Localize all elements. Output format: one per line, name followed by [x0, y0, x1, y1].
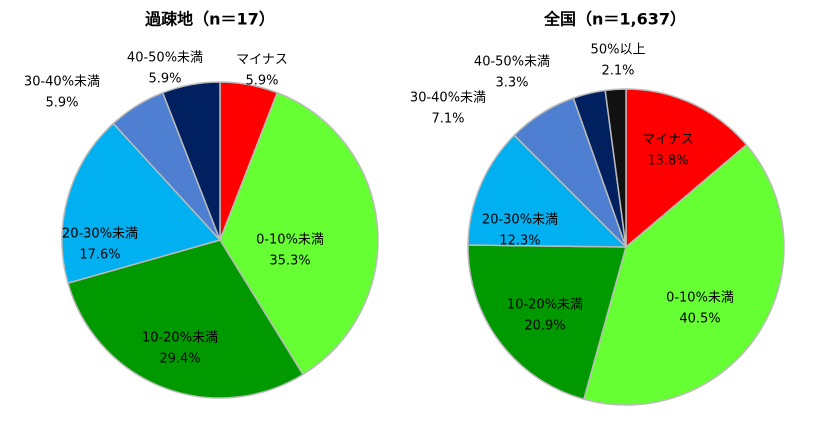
- slice-label: 0-10%未満: [666, 291, 734, 306]
- slice-label: マイナス: [236, 53, 288, 68]
- slice-value: 35.3%: [269, 254, 310, 269]
- slice-label: 20-30%未満: [62, 227, 138, 242]
- chart-title: 全国（n＝1,637）: [543, 10, 686, 29]
- slice-value: 17.6%: [79, 248, 120, 263]
- slice-value: 3.3%: [495, 76, 528, 91]
- slice-label: 10-20%未満: [507, 298, 583, 313]
- pie-slice: [61, 122, 222, 285]
- chart-title: 過疎地（n＝17）: [144, 10, 275, 29]
- slice-label: 50%以上: [591, 43, 646, 58]
- slice-label: 30-40%未満: [410, 91, 486, 106]
- slice-label: マイナス: [642, 133, 694, 148]
- slice-value: 5.9%: [148, 72, 181, 87]
- slice-label: 0-10%未満: [256, 233, 324, 248]
- pie-slice: [467, 244, 627, 401]
- slice-value: 13.8%: [647, 154, 688, 169]
- pie-slice: [467, 134, 628, 248]
- slice-label: 20-30%未満: [482, 213, 558, 228]
- slice-value: 12.3%: [499, 234, 540, 249]
- slice-label: 40-50%未満: [127, 51, 203, 66]
- slice-value: 2.1%: [601, 64, 634, 79]
- slice-value: 29.4%: [159, 352, 200, 367]
- slice-label: 40-50%未満: [474, 55, 550, 70]
- slice-value: 40.5%: [679, 312, 720, 327]
- slice-label: 30-40%未満: [24, 75, 100, 90]
- pie-slice: [604, 88, 627, 248]
- pie-slice: [625, 88, 748, 249]
- slice-label: 10-20%未満: [142, 331, 218, 346]
- pie-slice: [161, 81, 221, 241]
- pie-slice: [219, 91, 379, 376]
- slice-value: 5.9%: [45, 96, 78, 111]
- slice-value: 7.1%: [431, 112, 464, 127]
- pie-slice: [67, 239, 305, 399]
- slice-value: 5.9%: [245, 74, 278, 89]
- slice-value: 20.9%: [524, 319, 565, 334]
- pie-slice: [582, 143, 785, 406]
